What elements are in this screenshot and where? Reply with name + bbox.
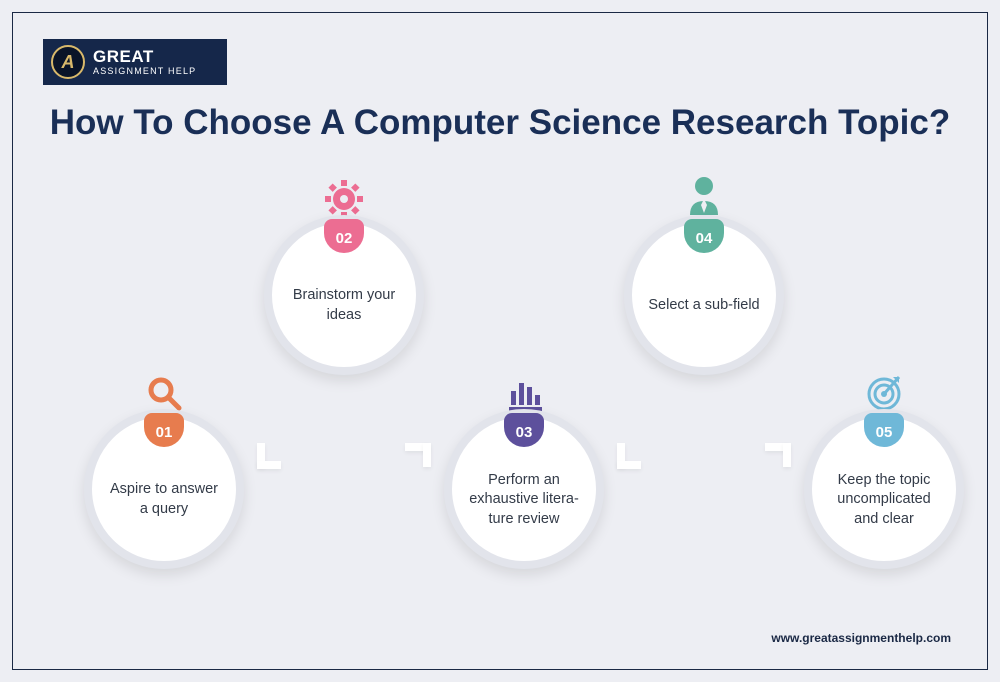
step-01: 01 Aspire to answer a query bbox=[79, 367, 249, 569]
step-circle: 04 Select a sub-field bbox=[624, 215, 784, 375]
step-label: Brainstorm your ideas bbox=[286, 286, 402, 325]
footer-url: www.greatassignmenthelp.com bbox=[771, 631, 951, 645]
step-badge: 03 bbox=[504, 413, 544, 447]
steps-container: 01 Aspire to answer a query 02 Brainstor… bbox=[13, 163, 987, 619]
step-badge: 04 bbox=[684, 219, 724, 253]
step-label: Select a sub-field bbox=[648, 296, 759, 316]
logo-brand-top: GREAT bbox=[93, 48, 196, 65]
step-circle: 05 Keep the topic uncomplicated and clea… bbox=[804, 409, 964, 569]
step-02: 02 Brainstorm your ideas bbox=[259, 173, 429, 375]
brand-logo: A GREAT ASSIGNMENT HELP bbox=[43, 39, 227, 85]
bars-icon bbox=[439, 367, 609, 413]
gear-icon bbox=[259, 173, 429, 219]
step-label: Keep the topic uncomplicated and clear bbox=[826, 471, 942, 530]
frame: A GREAT ASSIGNMENT HELP How To Choose A … bbox=[12, 12, 988, 670]
step-05: 05 Keep the topic uncomplicated and clea… bbox=[799, 367, 969, 569]
connector-down-icon bbox=[765, 443, 791, 469]
logo-badge-icon: A bbox=[51, 45, 85, 79]
logo-text: GREAT ASSIGNMENT HELP bbox=[93, 48, 196, 76]
step-circle: 02 Brainstorm your ideas bbox=[264, 215, 424, 375]
step-circle: 01 Aspire to answer a query bbox=[84, 409, 244, 569]
connector-up-icon bbox=[617, 443, 643, 469]
connector-up-icon bbox=[257, 443, 283, 469]
step-badge: 05 bbox=[864, 413, 904, 447]
person-icon bbox=[619, 173, 789, 219]
step-04: 04 Select a sub-field bbox=[619, 173, 789, 375]
connector-down-icon bbox=[405, 443, 431, 469]
step-circle: 03 Perform an exhaustive litera- ture re… bbox=[444, 409, 604, 569]
step-badge: 02 bbox=[324, 219, 364, 253]
search-icon bbox=[79, 367, 249, 413]
target-icon bbox=[799, 367, 969, 413]
step-label: Aspire to answer a query bbox=[106, 480, 222, 519]
page-title: How To Choose A Computer Science Researc… bbox=[13, 103, 987, 143]
step-badge: 01 bbox=[144, 413, 184, 447]
step-03: 03 Perform an exhaustive litera- ture re… bbox=[439, 367, 609, 569]
logo-brand-sub: ASSIGNMENT HELP bbox=[93, 67, 196, 76]
step-label: Perform an exhaustive litera- ture revie… bbox=[466, 471, 582, 530]
